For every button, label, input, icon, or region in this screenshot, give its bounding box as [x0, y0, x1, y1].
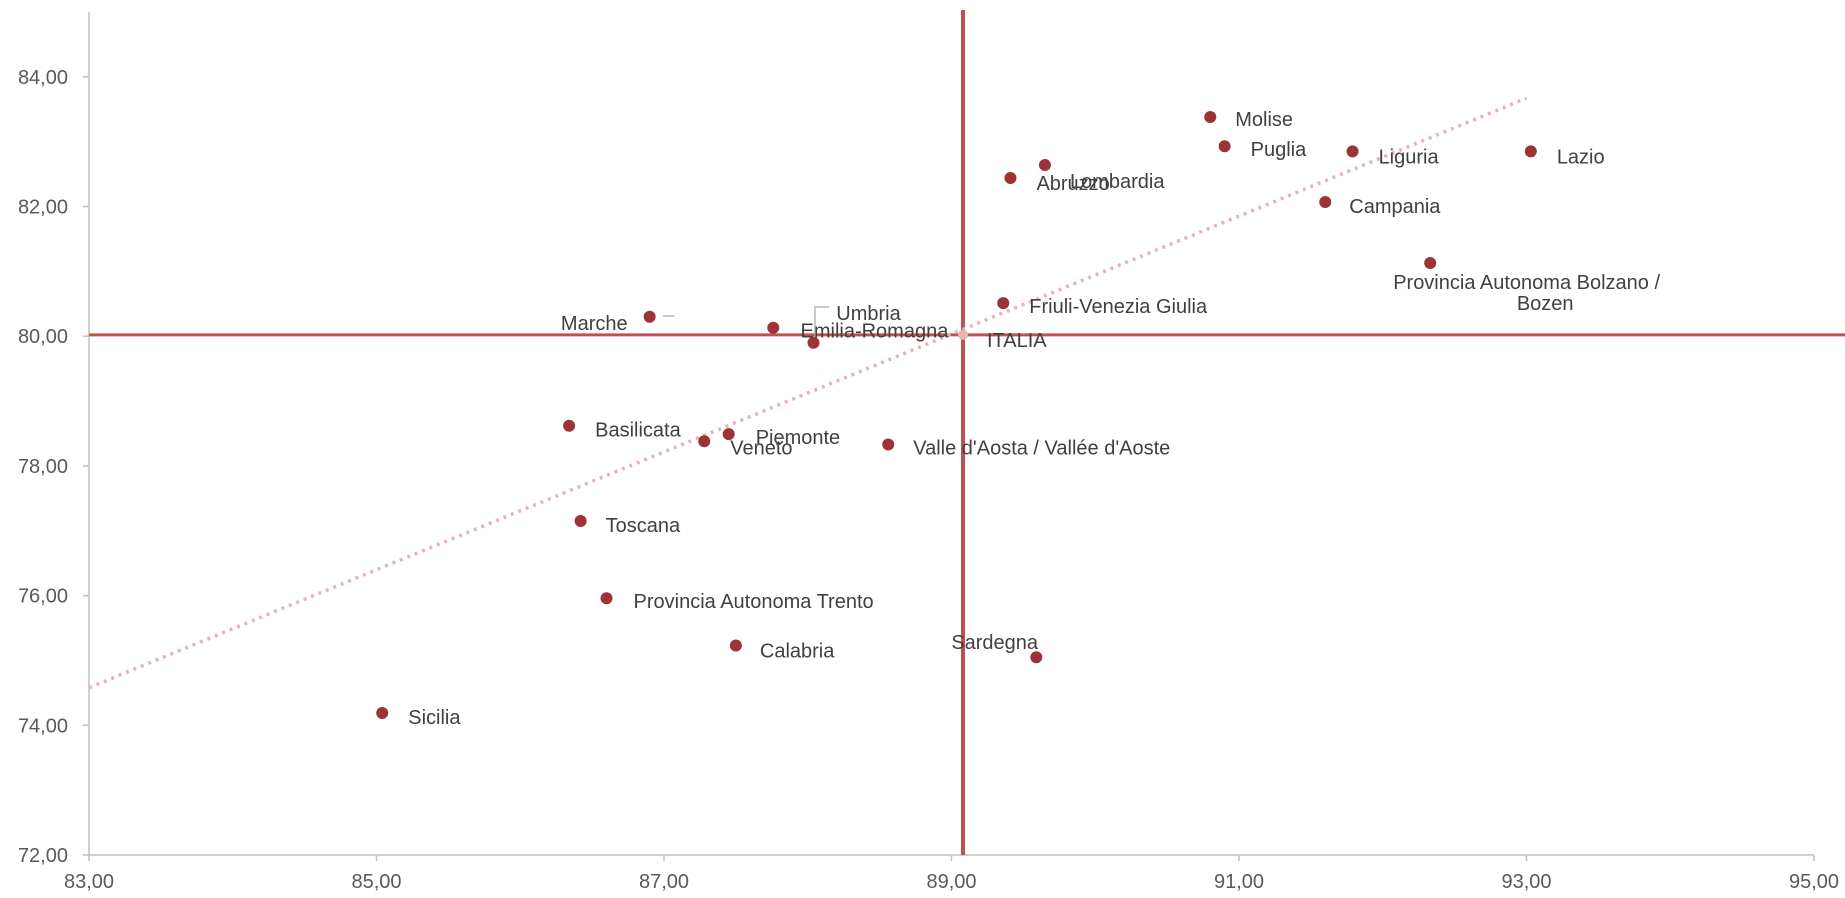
data-label: Campania [1349, 196, 1441, 218]
data-point [729, 639, 742, 652]
y-tick-label: 84,00 [18, 67, 68, 89]
y-tick-label: 74,00 [18, 715, 68, 737]
x-tick-label: 89,00 [926, 871, 976, 893]
axes: 83,00 85,00 87,00 89,00 91,00 93,00 95,00 72,00… [18, 12, 1839, 893]
data-label: Basilicata [595, 420, 681, 442]
x-tick-label: 93,00 [1501, 871, 1551, 893]
data-label: Emilia-Romagna [801, 321, 950, 343]
data-points [376, 111, 1537, 719]
data-point [698, 435, 711, 448]
reference-lines [89, 10, 1845, 855]
x-tick-label: 87,00 [639, 871, 689, 893]
data-point [1218, 140, 1231, 153]
data-label: Valle d'Aosta / Vallée d'Aoste [913, 438, 1170, 460]
y-tick-label: 76,00 [18, 586, 68, 608]
data-label: Sardegna [951, 632, 1039, 654]
data-label: ITALIA [987, 330, 1047, 352]
data-label: Provincia Autonoma Bolzano / [1393, 272, 1660, 294]
data-point [643, 310, 656, 323]
y-tick-label: 80,00 [18, 326, 68, 348]
data-label: Lazio [1557, 146, 1605, 168]
data-label: Liguria [1379, 146, 1440, 168]
leader-line-umbria [814, 306, 829, 337]
data-point [1030, 651, 1043, 664]
data-point [882, 438, 895, 451]
data-point [767, 321, 780, 334]
data-label: Abruzzo [1036, 173, 1109, 195]
data-label: Piemonte [756, 427, 841, 449]
data-label: Provincia Autonoma Trento [634, 591, 874, 613]
data-point [563, 419, 576, 432]
data-label-continued: Bozen [1517, 293, 1574, 315]
data-label: Veneto [730, 437, 792, 459]
data-point [1424, 256, 1437, 269]
data-point [1004, 172, 1017, 185]
data-point [997, 297, 1010, 310]
data-point [958, 329, 968, 340]
x-tick-label: 85,00 [351, 871, 401, 893]
data-point [1204, 111, 1217, 124]
data-point [1346, 145, 1359, 158]
data-point [600, 592, 613, 605]
trendline-group [88, 96, 1528, 690]
x-tick-label: 95,00 [1789, 871, 1839, 893]
data-label: Calabria [760, 641, 835, 663]
y-tick-label: 72,00 [18, 845, 68, 867]
data-point [722, 428, 735, 441]
data-point [1524, 145, 1537, 158]
data-point [807, 336, 820, 349]
data-label: Friuli-Venezia Giulia [1029, 296, 1208, 318]
data-label: Sicilia [408, 707, 461, 729]
trendline [88, 96, 1528, 690]
y-tick-label: 82,00 [18, 197, 68, 219]
x-tick-label: 83,00 [64, 871, 114, 893]
data-point [1038, 159, 1051, 172]
data-point [574, 515, 587, 528]
data-label: Toscana [606, 515, 681, 537]
data-point [376, 706, 389, 719]
data-label: Umbria [836, 303, 901, 325]
data-label: Puglia [1251, 139, 1307, 161]
data-label: Lombardia [1070, 171, 1165, 193]
data-point [1319, 195, 1332, 208]
x-tick-label: 91,00 [1214, 871, 1264, 893]
data-label: Marche [561, 313, 628, 335]
data-label: Molise [1235, 109, 1293, 131]
y-tick-label: 78,00 [18, 456, 68, 478]
